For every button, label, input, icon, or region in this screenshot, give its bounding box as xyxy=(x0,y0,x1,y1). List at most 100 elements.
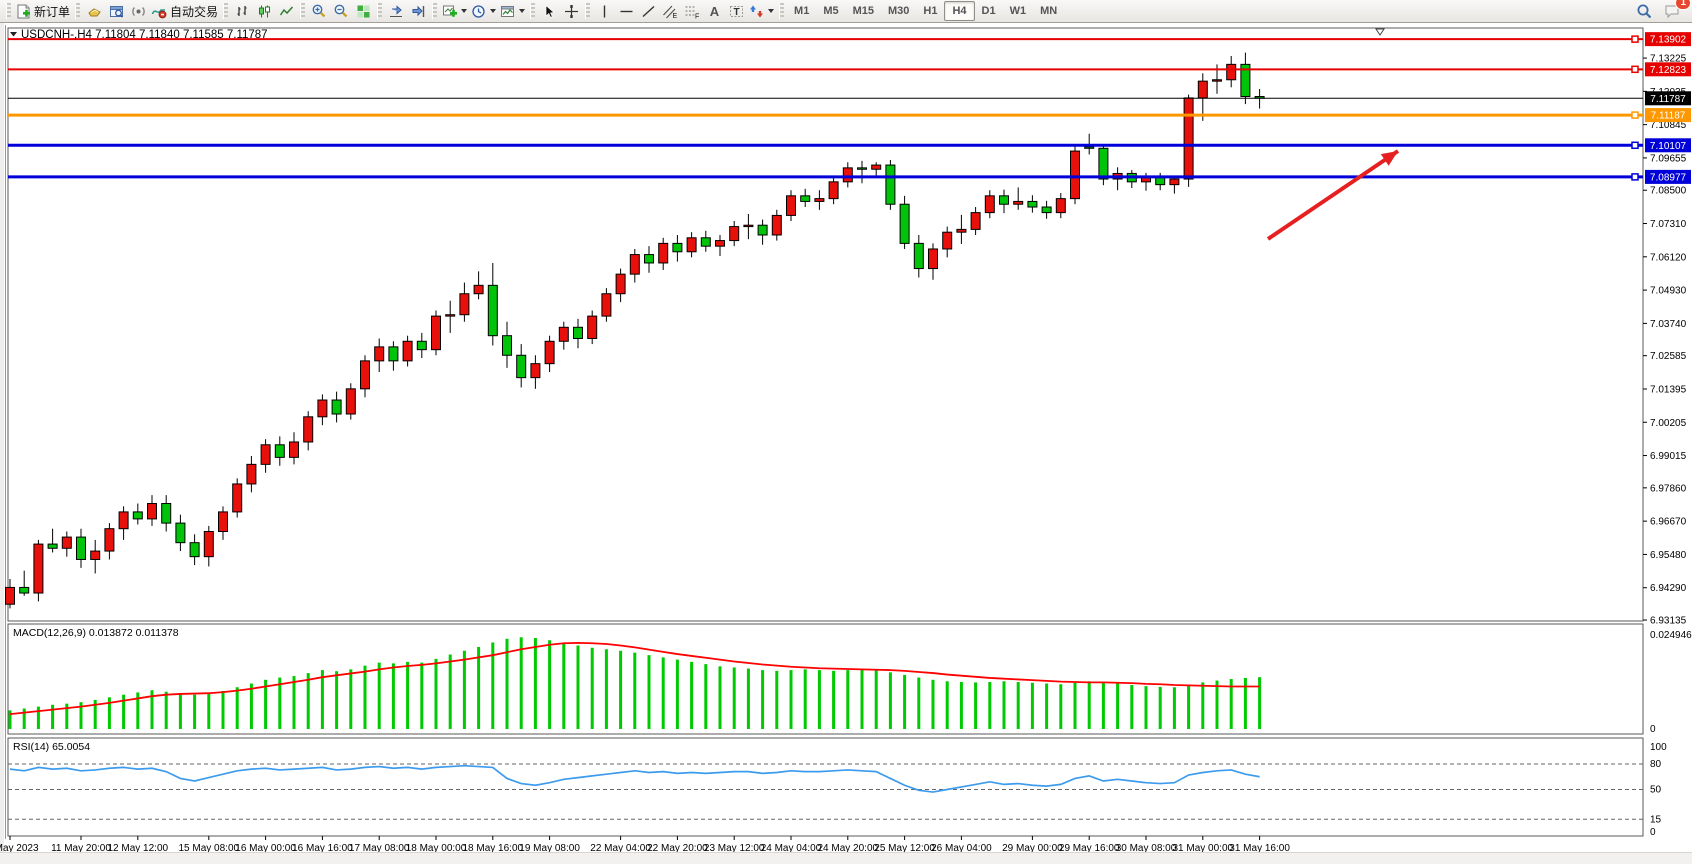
tf-w1-button[interactable]: W1 xyxy=(1003,1,1034,21)
navigator-button[interactable] xyxy=(127,1,149,21)
macd-signal-line xyxy=(9,641,1260,715)
rsi-pane[interactable] xyxy=(7,737,1644,837)
search-button[interactable] xyxy=(1633,1,1655,21)
hline-handle[interactable] xyxy=(1631,173,1639,181)
candle-body xyxy=(502,335,512,356)
horizontal-line-button[interactable] xyxy=(615,1,637,21)
candle-body xyxy=(473,284,484,295)
price-tick-label: 6.94290 xyxy=(1650,583,1687,594)
channel-icon: E xyxy=(662,4,678,19)
tf-m5-button[interactable]: M5 xyxy=(816,1,845,21)
candle-body xyxy=(1070,150,1080,200)
candle-body xyxy=(644,254,654,264)
tf-mn-label: MN xyxy=(1040,5,1058,17)
tf-h4-button[interactable]: H4 xyxy=(944,1,975,21)
data-window-button[interactable] xyxy=(105,1,127,21)
candlestick-chart-button[interactable] xyxy=(253,1,275,21)
candle-body xyxy=(942,231,953,250)
candle-body xyxy=(516,354,527,379)
toolbar-grip xyxy=(530,3,536,19)
candle-body xyxy=(132,511,143,520)
time-tick-label: 16 May 00:00 xyxy=(235,843,296,854)
fibonacci-button[interactable]: F xyxy=(681,1,703,21)
bar-chart-button[interactable] xyxy=(231,1,253,21)
metaeditor-button[interactable] xyxy=(83,1,105,21)
candle-body xyxy=(871,164,882,170)
zoom-out-button[interactable] xyxy=(330,1,352,21)
zoom-in-button[interactable] xyxy=(308,1,330,21)
cursor-icon xyxy=(542,4,557,19)
arrow-annotation[interactable] xyxy=(1266,149,1400,241)
price-tick-label: 6.99015 xyxy=(1650,451,1687,462)
trendline-button[interactable] xyxy=(637,1,659,21)
notification-badge: 1 xyxy=(1675,0,1691,10)
text-label-button[interactable]: T xyxy=(725,1,747,21)
tile-windows-button[interactable] xyxy=(352,1,374,21)
price-label-text: 7.08977 xyxy=(1650,172,1687,183)
hline-handle[interactable] xyxy=(1631,35,1639,43)
dropdown-caret-icon xyxy=(490,9,497,13)
rsi-axis-label: 0 xyxy=(1650,827,1656,838)
vertical-line-button[interactable] xyxy=(593,1,615,21)
time-tick-label: 15 May 08:00 xyxy=(178,843,239,854)
hline-handle[interactable] xyxy=(1631,65,1639,74)
tf-m1-button[interactable]: M1 xyxy=(787,1,816,21)
autotrading-label: 自动交易 xyxy=(170,4,219,19)
tf-h1-button[interactable]: H1 xyxy=(916,1,944,21)
price-tick-label: 7.13225 xyxy=(1650,54,1687,65)
text-button[interactable]: A xyxy=(703,1,725,21)
candle-body xyxy=(771,214,782,236)
candle-body xyxy=(672,242,683,253)
candle-body xyxy=(658,242,669,264)
auto-scroll-button[interactable] xyxy=(385,1,407,21)
candle-body xyxy=(416,340,427,351)
price-tick-label: 7.06120 xyxy=(1650,252,1687,263)
candle-body xyxy=(317,399,328,418)
tf-d1-button[interactable]: D1 xyxy=(975,1,1003,21)
candle-body xyxy=(899,203,910,244)
chart-window[interactable]: 7.132257.120357.108457.096557.085007.073… xyxy=(0,23,1692,864)
time-tick-label: 23 May 12:00 xyxy=(704,843,765,854)
notifications-button[interactable]: 1 xyxy=(1661,0,1691,21)
cursor-button[interactable] xyxy=(538,1,560,21)
hline-handle[interactable] xyxy=(1631,141,1639,150)
candle-body xyxy=(1041,206,1052,214)
price-tick-label: 7.00205 xyxy=(1650,418,1687,429)
candle-body xyxy=(999,195,1009,205)
macd-pane[interactable] xyxy=(7,623,1644,735)
svg-text:F: F xyxy=(695,13,699,19)
toolbar-grip xyxy=(223,3,229,19)
line-chart-button[interactable] xyxy=(275,1,297,21)
templates-button[interactable] xyxy=(498,1,527,21)
periods-button[interactable] xyxy=(469,1,498,21)
hline-handle[interactable] xyxy=(1631,111,1639,119)
equidistant-channel-button[interactable]: E xyxy=(659,1,681,21)
new-chart-button[interactable] xyxy=(440,1,469,21)
time-tick-label: 31 May 00:00 xyxy=(1172,843,1233,854)
time-tick-label: 24 May 20:00 xyxy=(817,843,878,854)
chart-shift-button[interactable] xyxy=(407,1,429,21)
time-tick-label: 30 May 08:00 xyxy=(1116,843,1177,854)
symbol-dropdown-icon[interactable] xyxy=(10,32,17,37)
tf-mn-button[interactable]: MN xyxy=(1033,1,1064,21)
candle-body xyxy=(487,284,498,337)
tf-m15-button[interactable]: M15 xyxy=(846,1,881,21)
price-label-text: 7.11187 xyxy=(1651,111,1686,122)
candle-body xyxy=(76,536,86,560)
price-pane[interactable] xyxy=(7,27,1644,622)
arrows-button[interactable] xyxy=(747,1,776,21)
chart-canvas[interactable]: 7.132257.120357.108457.096557.085007.073… xyxy=(0,23,1692,864)
autotrading-button[interactable]: 自动交易 xyxy=(149,1,220,21)
tf-m30-button[interactable]: M30 xyxy=(881,1,916,21)
auto-scroll-icon xyxy=(388,4,404,19)
time-tick-label: 12 May 12:00 xyxy=(107,843,168,854)
chart-title: USDCNH-,H4 7.11804 7.11840 7.11585 7.117… xyxy=(10,29,268,41)
tf-m1-label: M1 xyxy=(794,5,810,17)
candle-body xyxy=(431,315,441,351)
candle-body xyxy=(61,536,72,549)
new-order-button[interactable]: 新订单 xyxy=(14,1,72,21)
toolbar-grip xyxy=(779,3,785,19)
tf-m5-label: M5 xyxy=(823,5,839,17)
crosshair-button[interactable] xyxy=(560,1,582,21)
